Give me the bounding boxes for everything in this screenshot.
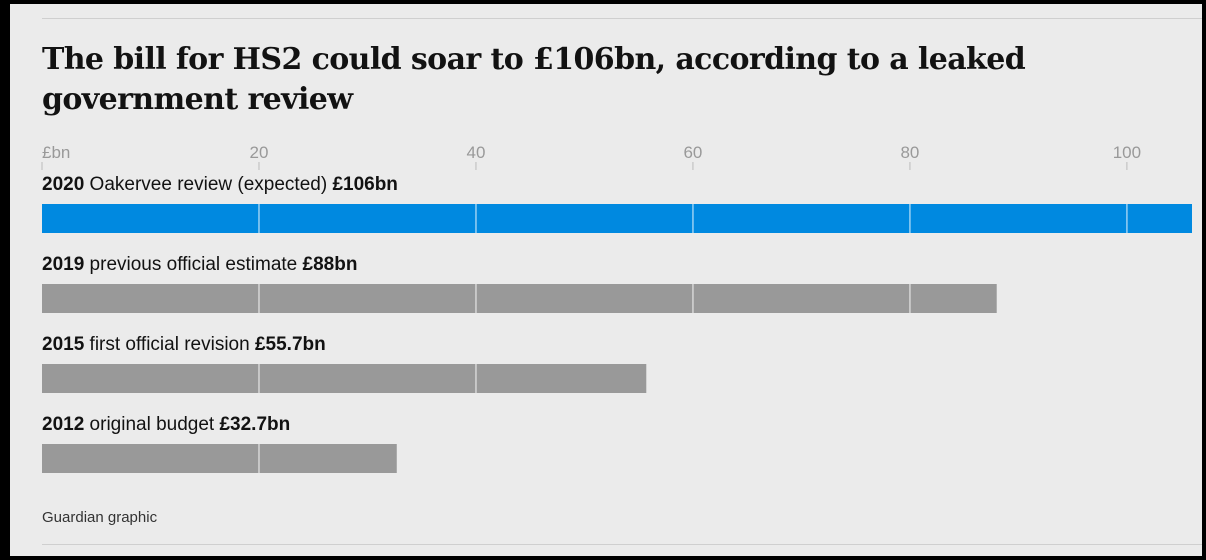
- bar-2019: [42, 284, 997, 313]
- bar-2020: [42, 204, 1192, 233]
- bottom-rule: [42, 544, 1202, 545]
- tick-label: 20: [250, 143, 269, 162]
- tick-label: 100: [1113, 143, 1141, 162]
- bar-chart: £bn 20 40 60 80 100 2020 Oakervee review (expe…: [10, 4, 1202, 560]
- tick-label: 80: [900, 143, 919, 162]
- bar-2015: [42, 364, 646, 393]
- tick-label: 60: [683, 143, 702, 162]
- bar-label: 2015 first official revision £55.7bn: [42, 334, 326, 355]
- axis-unit-label: £bn: [42, 143, 70, 162]
- tick-label: 40: [467, 143, 486, 162]
- bar-label: 2012 original budget £32.7bn: [42, 414, 290, 435]
- source-credit: Guardian graphic: [42, 509, 157, 526]
- bar-2012: [42, 444, 397, 473]
- bar-label: 2020 Oakervee review (expected) £106bn: [42, 174, 398, 195]
- bar-label: 2019 previous official estimate £88bn: [42, 254, 357, 275]
